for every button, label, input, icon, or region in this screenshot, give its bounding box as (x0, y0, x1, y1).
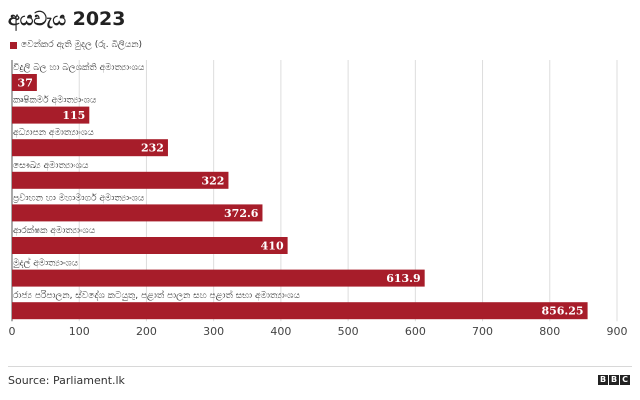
category-label: ආරක්ෂක අමාත්‍යාංශය (13, 225, 96, 236)
value-label: 410 (261, 240, 284, 253)
category-label: විදුලි බල හා බලශක්ති අමාත්‍යාංශය (13, 62, 145, 73)
chart-title: අයවැය 2023 (8, 8, 126, 30)
x-tick-label: 900 (607, 325, 628, 338)
value-label: 322 (201, 174, 224, 187)
category-label: මුදල් අමාත්‍යාංශය (12, 258, 78, 269)
bbc-logo-letter: B (609, 375, 619, 385)
x-tick-label: 200 (136, 325, 157, 338)
bar (12, 74, 37, 91)
x-tick-label: 300 (203, 325, 224, 338)
footer-divider (8, 366, 632, 367)
value-label: 613.9 (386, 272, 420, 285)
bar (12, 237, 288, 254)
x-tick-label: 700 (472, 325, 493, 338)
x-tick-label: 800 (539, 325, 560, 338)
value-label: 856.25 (541, 305, 583, 318)
x-tick-label: 400 (270, 325, 291, 338)
x-tick-label: 500 (338, 325, 359, 338)
bar (12, 139, 168, 157)
bar (12, 302, 588, 320)
category-label: ප්‍රවාහන හා මහාමාර්ග අමාත්‍යාංශය (13, 192, 145, 203)
value-label: 372.6 (224, 207, 259, 220)
bbc-logo-letter: C (620, 375, 630, 385)
bbc-logo: B B C (598, 375, 630, 385)
legend-swatch (10, 41, 17, 49)
bar (12, 204, 263, 222)
value-label: 232 (141, 142, 164, 155)
category-label: සෞඛ්‍ය අමාත්‍යාංශය (13, 161, 89, 171)
x-tick-label: 0 (9, 325, 16, 338)
category-label: රාජ්‍ය පරිපාලන, ස්වදේශ කටයුතු, පළාත් පාල… (13, 290, 300, 301)
bar (12, 269, 425, 287)
x-tick-label: 600 (405, 325, 426, 338)
bar (12, 106, 90, 124)
value-label: 37 (18, 77, 33, 90)
value-label: 115 (62, 109, 85, 122)
category-label: කෘෂිකර්ම අමාත්‍යාංශය (13, 95, 97, 106)
x-tick-label: 100 (69, 325, 90, 338)
source-text: Source: Parliament.lk (8, 374, 125, 387)
bar-chart: විදුලි බල හා බලශක්ති අමාත්‍යාංශය 37 කෘෂිකර… (9, 60, 628, 338)
category-label: අධ්‍යාපන අමාත්‍යාංශය (13, 128, 94, 138)
bar (12, 171, 229, 189)
legend-label: වෙන්කර ඇති මුදල (රු. බිලියන) (21, 40, 143, 50)
legend: වෙන්කර ඇති මුදල (රු. බිලියන) (10, 40, 142, 50)
bbc-logo-letter: B (598, 375, 608, 385)
